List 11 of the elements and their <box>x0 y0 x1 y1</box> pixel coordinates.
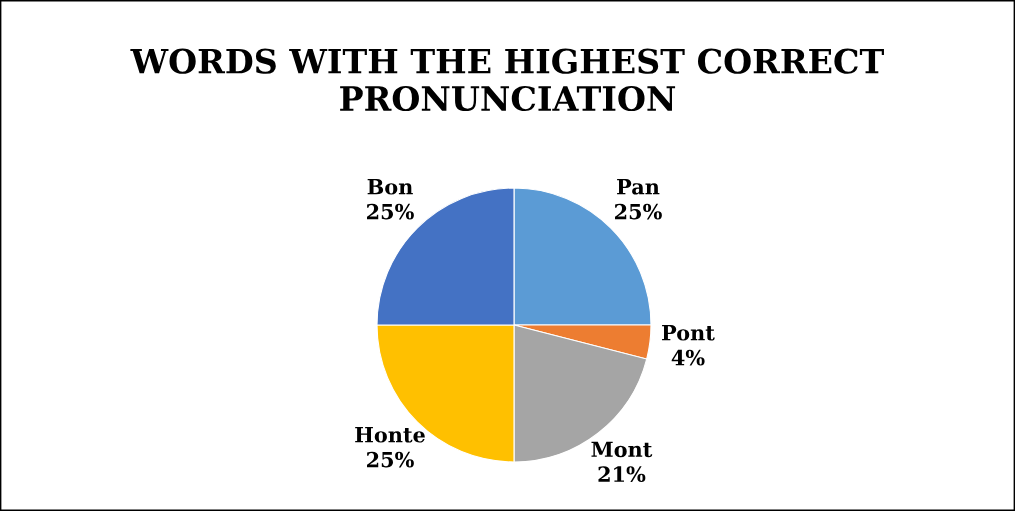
slice-label: Pan <box>617 179 660 195</box>
data-label: 21% <box>598 466 646 483</box>
data-label: 25% <box>367 203 414 220</box>
chart-title: WORDS WITH THE HIGHEST CORRECT PRONUNCIATION <box>130 48 884 112</box>
slice-label: Honte <box>355 427 425 443</box>
slice-label: Pont <box>662 325 715 341</box>
data-label: 25% <box>367 451 414 468</box>
data-label: 4% <box>671 349 705 366</box>
slice-label: Bon <box>367 179 413 195</box>
slice-label: Mont <box>591 441 653 458</box>
data-label: 25% <box>615 203 662 220</box>
